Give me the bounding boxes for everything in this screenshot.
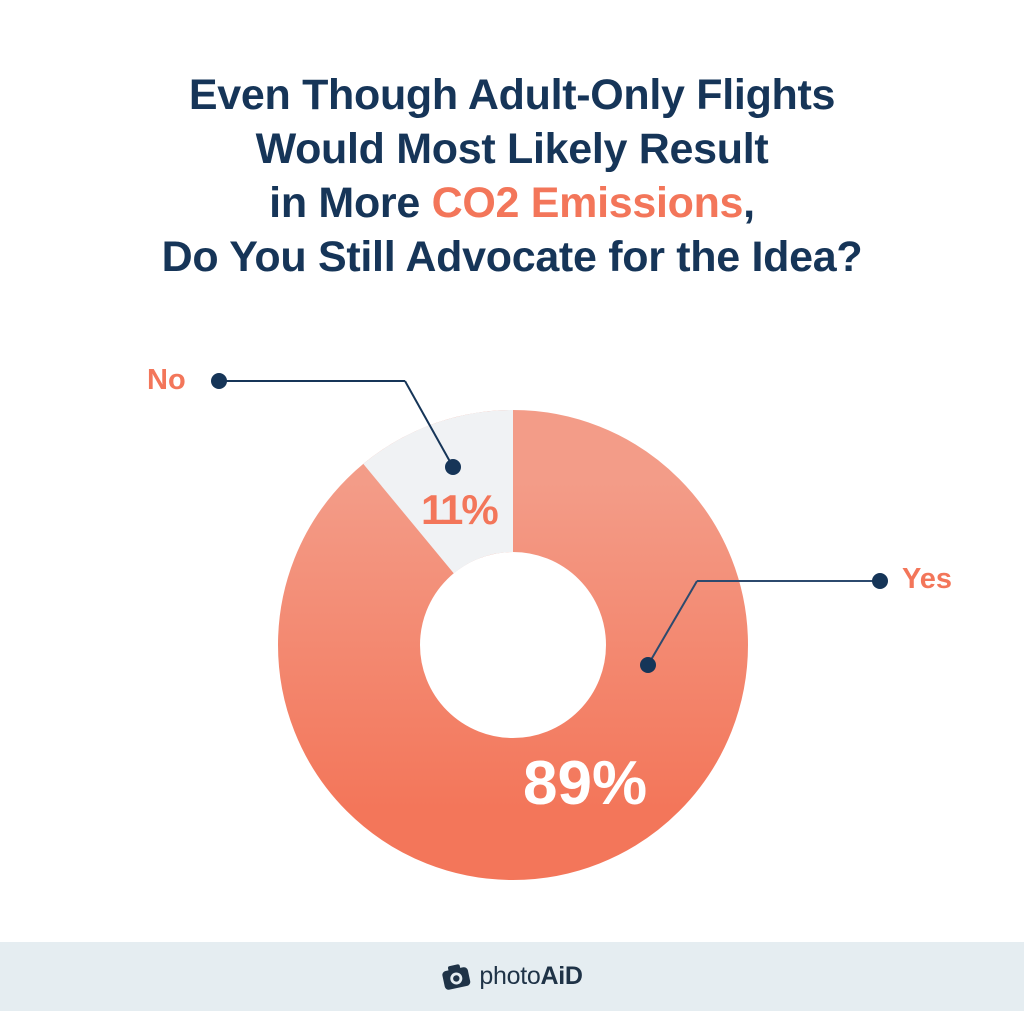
label-yes: Yes — [902, 563, 952, 595]
brand-text-regular: photo — [479, 962, 541, 990]
footer-band: photoAiD — [0, 942, 1024, 1011]
leader-no — [211, 373, 461, 475]
pct-no: 11% — [421, 486, 499, 533]
camera-icon — [442, 963, 471, 990]
brand-text-bold: AiD — [540, 962, 583, 990]
title-line-3-suffix: , — [743, 179, 755, 227]
pct-yes: 89% — [523, 749, 648, 818]
title-line-3-prefix: in More — [269, 179, 432, 227]
leader-yes — [640, 573, 888, 673]
label-no: No — [147, 364, 186, 396]
title-line-1: Even Though Adult-Only Flights — [188, 71, 836, 119]
chart-title: Even Though Adult-Only Flights Would Mos… — [0, 68, 1024, 284]
title-line-3: in More CO2 Emissions, — [0, 176, 1024, 230]
title-line-2: Would Most Likely Result — [255, 125, 769, 173]
title-line-4: Do You Still Advocate for the Idea? — [161, 233, 863, 281]
title-accent-co2: CO2 Emissions — [431, 179, 744, 227]
donut-chart — [211, 373, 888, 880]
slice-no — [363, 410, 513, 574]
brand-logo: photoAiD — [479, 962, 583, 991]
